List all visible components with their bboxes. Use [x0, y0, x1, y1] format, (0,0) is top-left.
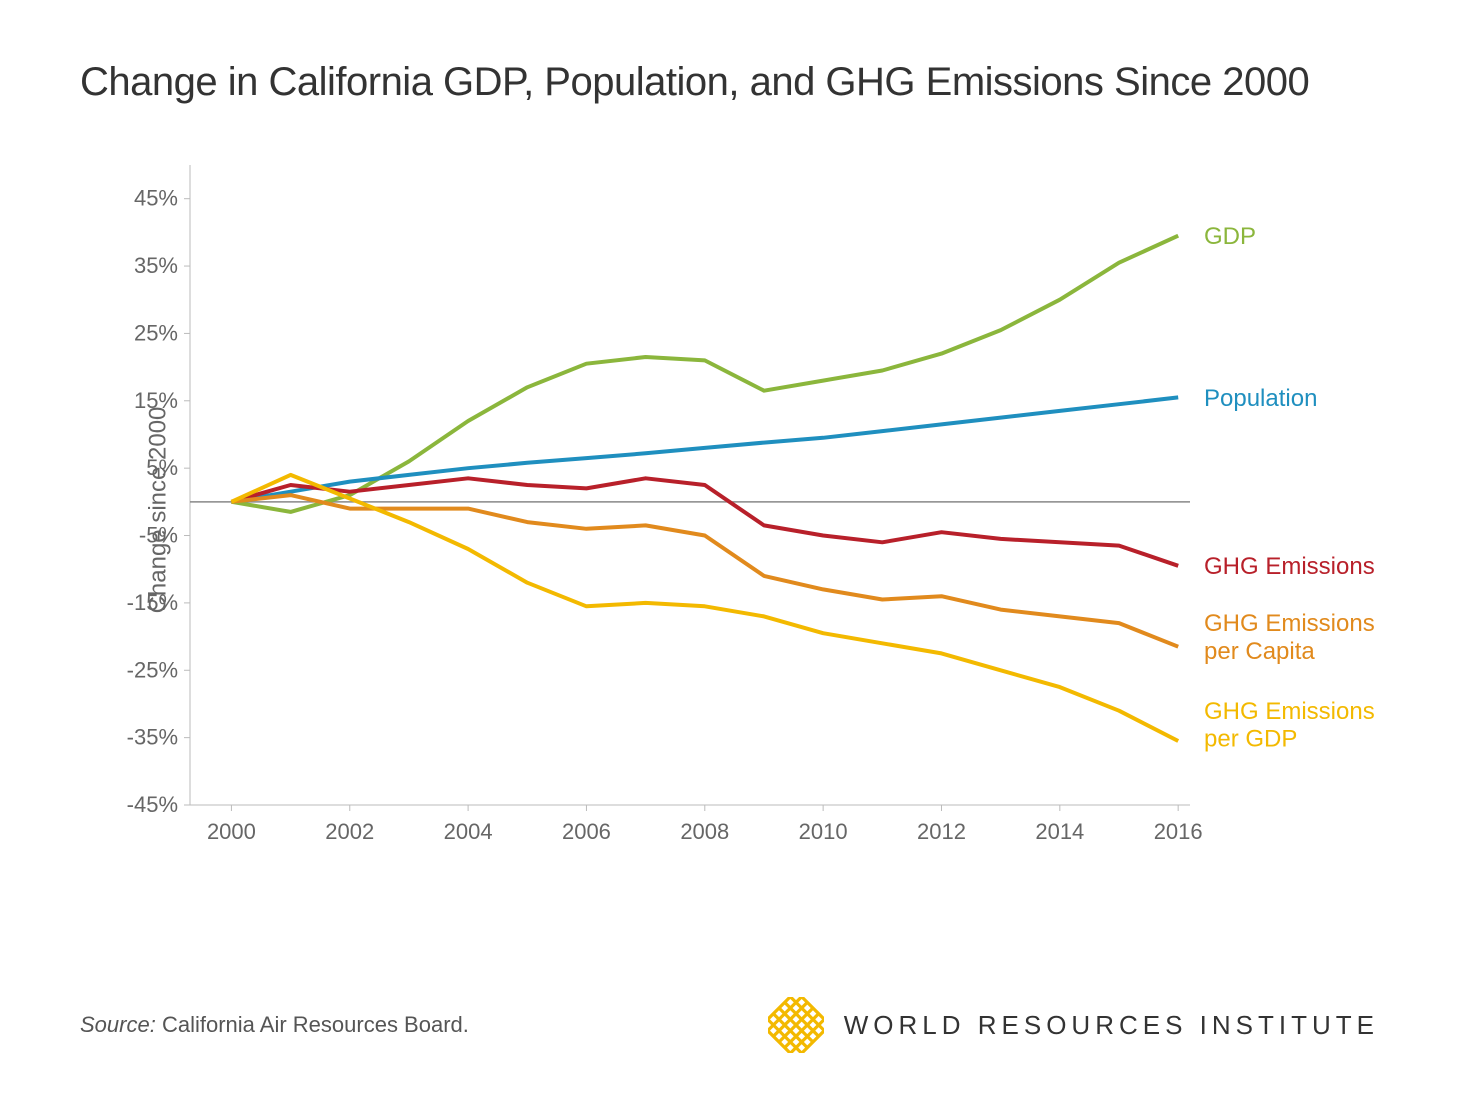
series-label-ghg_per_gdp: GHG Emissionsper GDP — [1204, 698, 1375, 753]
x-tick-label: 2012 — [917, 819, 966, 844]
chart-title: Change in California GDP, Population, an… — [80, 60, 1379, 105]
source-citation: Source: California Air Resources Board. — [80, 1012, 469, 1038]
series-line-ghg_per_capita — [231, 495, 1178, 647]
series-label-gdp: GDP — [1204, 223, 1256, 250]
series-line-ghg_per_gdp — [231, 475, 1178, 741]
x-tick-label: 2016 — [1154, 819, 1203, 844]
x-tick-label: 2004 — [444, 819, 493, 844]
y-tick-label: -45% — [127, 792, 178, 817]
series-label-ghg_per_capita: GHG Emissionsper Capita — [1204, 610, 1375, 665]
series-label-population: Population — [1204, 385, 1317, 412]
y-tick-label: -35% — [127, 725, 178, 750]
y-tick-label: 45% — [134, 186, 178, 211]
wri-logo-icon — [768, 997, 824, 1053]
plot-area: Change since 2000 -45%-35%-25%-15%-5%5%1… — [80, 145, 1379, 875]
x-tick-label: 2014 — [1035, 819, 1084, 844]
x-tick-label: 2010 — [799, 819, 848, 844]
y-axis-label: Change since 2000 — [144, 407, 172, 614]
y-tick-label: 35% — [134, 253, 178, 278]
series-line-gdp — [231, 236, 1178, 512]
source-label: Source: — [80, 1012, 156, 1037]
x-tick-label: 2006 — [562, 819, 611, 844]
line-chart-svg: -45%-35%-25%-15%-5%5%15%25%35%45%2000200… — [80, 145, 1410, 865]
x-tick-label: 2000 — [207, 819, 256, 844]
chart-container: Change in California GDP, Population, an… — [0, 0, 1459, 1108]
source-text: California Air Resources Board. — [162, 1012, 469, 1037]
y-tick-label: -25% — [127, 657, 178, 682]
series-label-ghg: GHG Emissions — [1204, 553, 1375, 580]
series-line-ghg — [231, 478, 1178, 566]
y-tick-label: 25% — [134, 320, 178, 345]
x-tick-label: 2008 — [680, 819, 729, 844]
brand-text: WORLD RESOURCES INSTITUTE — [844, 1010, 1379, 1041]
footer-brand: WORLD RESOURCES INSTITUTE — [768, 997, 1379, 1053]
x-tick-label: 2002 — [325, 819, 374, 844]
